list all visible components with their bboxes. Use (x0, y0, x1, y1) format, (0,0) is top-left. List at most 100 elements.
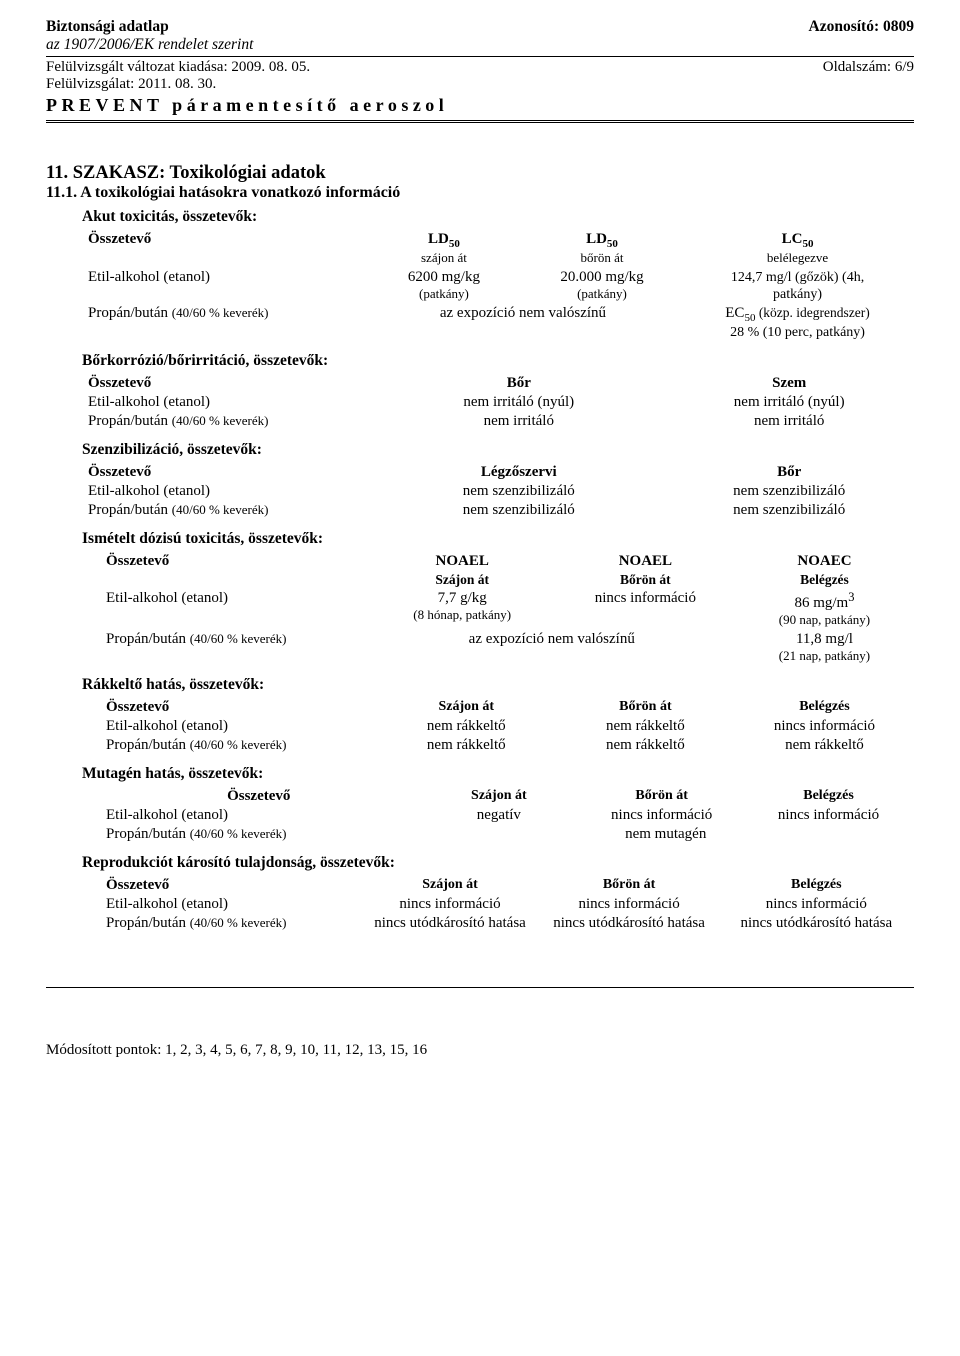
col-ossz: Összetevő (82, 230, 365, 268)
section-title: 11. SZAKASZ: Toxikológiai adatok (46, 163, 914, 184)
cell: nem rákkeltő (377, 717, 556, 736)
col-ld50-oral: LD50 szájon át (365, 230, 523, 268)
cell: Belégzés (735, 571, 914, 589)
cell: nem rákkeltő (556, 736, 735, 755)
rule (46, 56, 914, 57)
table-row: Etil-alkohol (etanol) nincs információ n… (100, 895, 914, 914)
cell: Etil-alkohol (etanol) (82, 268, 365, 304)
table-row: Etil-alkohol (etanol) 7,7 g/kg(8 hónap, … (100, 589, 914, 630)
cell: Szájon át (369, 571, 556, 589)
cell: nincs információ (743, 806, 914, 825)
col: Összetevő (82, 374, 373, 393)
cell: Propán/bután (40/60 % keverék) (100, 914, 360, 933)
table-row: Propán/bután (40/60 % keverék) nem rákke… (100, 736, 914, 755)
cell: Etil-alkohol (etanol) (100, 589, 369, 630)
cell: nem irritáló (664, 412, 914, 431)
col: Összetevő (100, 552, 369, 571)
col: Összetevő (82, 463, 373, 482)
cell: nincs információ (556, 589, 735, 630)
header: Biztonsági adatlap az 1907/2006/EK rende… (46, 18, 914, 54)
cell: nincs információ (580, 806, 743, 825)
cell: Etil-alkohol (etanol) (82, 393, 373, 412)
cell: Bőrön át (556, 571, 735, 589)
section-sub: 11.1. A toxikológiai hatásokra vonatkozó… (46, 184, 914, 202)
footer-rule (46, 987, 914, 988)
cell: nincs információ (540, 895, 719, 914)
rakk-heading: Rákkeltő hatás, összetevők: (46, 676, 914, 694)
cell: az expozíció nem valószínű (365, 304, 681, 342)
cell: Propán/bután (40/60 % keverék) (100, 630, 369, 666)
cell: 124,7 mg/l (gőzök) (4h,patkány) (681, 268, 914, 304)
col: Légzőszervi (373, 463, 664, 482)
col: Szájon át (377, 698, 556, 717)
col: Belégzés (719, 876, 914, 895)
col-lc50: LC50 belélegezve (681, 230, 914, 268)
col: Összetevő (100, 787, 417, 806)
table-row: Etil-alkohol (etanol) nem szenzibilizáló… (82, 482, 914, 501)
cell: 20.000 mg/kg(patkány) (523, 268, 681, 304)
table-row: Propán/bután (40/60 % keverék) nem irrit… (82, 412, 914, 431)
cell: nincs utódkárosító hatása (719, 914, 914, 933)
cell: 7,7 g/kg(8 hónap, patkány) (369, 589, 556, 630)
page-num: Oldalszám: 6/9 (823, 59, 914, 76)
table-row: Propán/bután (40/60 % keverék) az expozí… (100, 630, 914, 666)
col: Összetevő (100, 698, 377, 717)
cell: EC50 (közp. idegrendszer) 28 % (10 perc,… (681, 304, 914, 342)
col: Szem (664, 374, 914, 393)
col: Összetevő (100, 876, 360, 895)
cell: nem irritáló (nyúl) (373, 393, 664, 412)
col: Bőrön át (580, 787, 743, 806)
table-ismet: Összetevő NOAEL NOAEL NOAEC Szájon át Bő… (100, 552, 914, 666)
col-ld50-dermal: LD50 bőrön át (523, 230, 681, 268)
table-row: Etil-alkohol (etanol) nem irritáló (nyúl… (82, 393, 914, 412)
ismet-heading: Ismételt dózisú toxicitás, összetevők: (46, 530, 914, 548)
product-title: PREVENT páramentesítő aeroszol (46, 95, 914, 116)
reprod-heading: Reprodukciót károsító tulajdonság, össze… (46, 854, 914, 872)
cell: nem rákkeltő (377, 736, 556, 755)
col: Szájon át (360, 876, 539, 895)
cell: 86 mg/m3(90 nap, patkány) (735, 589, 914, 630)
cell: nem rákkeltő (556, 717, 735, 736)
cell: Etil-alkohol (etanol) (82, 482, 373, 501)
col: Belégzés (743, 787, 914, 806)
col: Bőrön át (556, 698, 735, 717)
col: NOAEL (369, 552, 556, 571)
cell: nincs utódkárosító hatása (540, 914, 719, 933)
col: NOAEC (735, 552, 914, 571)
doc-subtitle: az 1907/2006/EK rendelet szerint (46, 36, 253, 53)
table-row: Etil-alkohol (etanol) 6200 mg/kg(patkány… (82, 268, 914, 304)
cell: Propán/bután (40/60 % keverék) (82, 412, 373, 431)
cell: Propán/bután (40/60 % keverék) (82, 304, 365, 342)
cell: nem szenzibilizáló (373, 501, 664, 520)
doc-id: Azonosító: 0809 (809, 18, 914, 54)
cell: nem irritáló (nyúl) (664, 393, 914, 412)
borkorr-heading: Bőrkorrózió/bőrirritáció, összetevők: (46, 352, 914, 370)
cell: nem szenzibilizáló (664, 501, 914, 520)
table-rakk: Összetevő Szájon át Bőrön át Belégzés Et… (100, 698, 914, 755)
col: Szájon át (417, 787, 580, 806)
cell: Etil-alkohol (etanol) (100, 895, 360, 914)
cell: Propán/bután (40/60 % keverék) (82, 501, 373, 520)
table-borkorr: Összetevő Bőr Szem Etil-alkohol (etanol)… (82, 374, 914, 431)
cell: Propán/bután (40/60 % keverék) (100, 825, 417, 844)
table-row: Propán/bután (40/60 % keverék) nem mutag… (100, 825, 914, 844)
table-row: Propán/bután (40/60 % keverék) az expozí… (82, 304, 914, 342)
double-rule (46, 120, 914, 123)
table-row: Propán/bután (40/60 % keverék) nincs utó… (100, 914, 914, 933)
table-akut: Összetevő LD50 szájon át LD50 bőrön át L… (82, 230, 914, 342)
table-row: Propán/bután (40/60 % keverék) nem szenz… (82, 501, 914, 520)
table-reprod: Összetevő Szájon át Bőrön át Belégzés Et… (100, 876, 914, 933)
cell: Etil-alkohol (etanol) (100, 806, 417, 825)
cell: negatív (417, 806, 580, 825)
col: Bőr (373, 374, 664, 393)
table-szenz: Összetevő Légzőszervi Bőr Etil-alkohol (… (82, 463, 914, 520)
cell: nincs információ (360, 895, 539, 914)
cell: 11,8 mg/l(21 nap, patkány) (735, 630, 914, 666)
muta-heading: Mutagén hatás, összetevők: (46, 765, 914, 783)
col: NOAEL (556, 552, 735, 571)
table-row: Etil-alkohol (etanol) negatív nincs info… (100, 806, 914, 825)
cell: nincs utódkárosító hatása (360, 914, 539, 933)
cell: nem irritáló (373, 412, 664, 431)
meta: Felülvizsgált változat kiadása: 2009. 08… (46, 59, 914, 76)
cell: 6200 mg/kg(patkány) (365, 268, 523, 304)
